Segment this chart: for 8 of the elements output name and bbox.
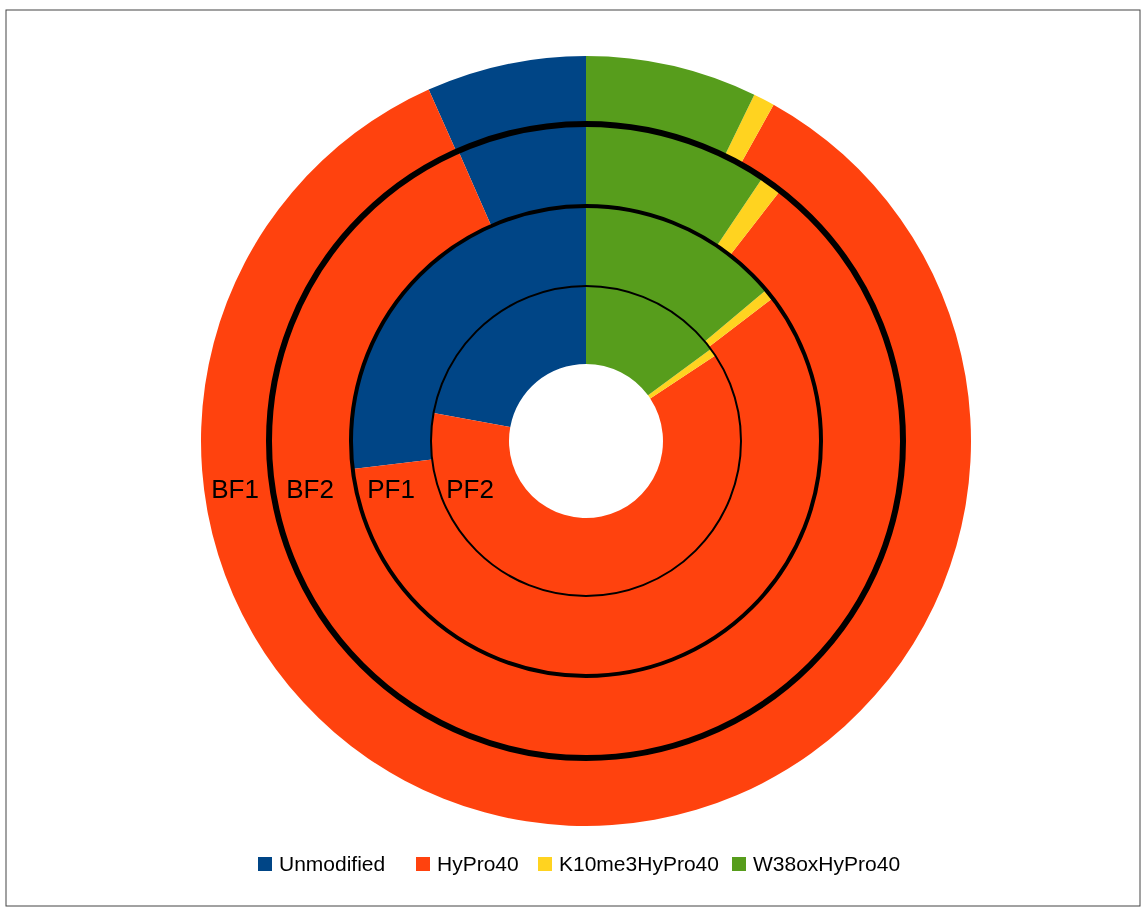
legend-label: W38oxHyPro40 [753, 852, 901, 875]
legend-label: Unmodified [279, 852, 386, 875]
slice-label: BF1 [211, 474, 259, 504]
legend-label: K10me3HyPro40 [559, 852, 719, 875]
legend-label: HyPro40 [437, 852, 519, 875]
slice-label: PF2 [446, 474, 494, 504]
slice-label: PF1 [367, 474, 415, 504]
slice-label: BF2 [286, 474, 334, 504]
